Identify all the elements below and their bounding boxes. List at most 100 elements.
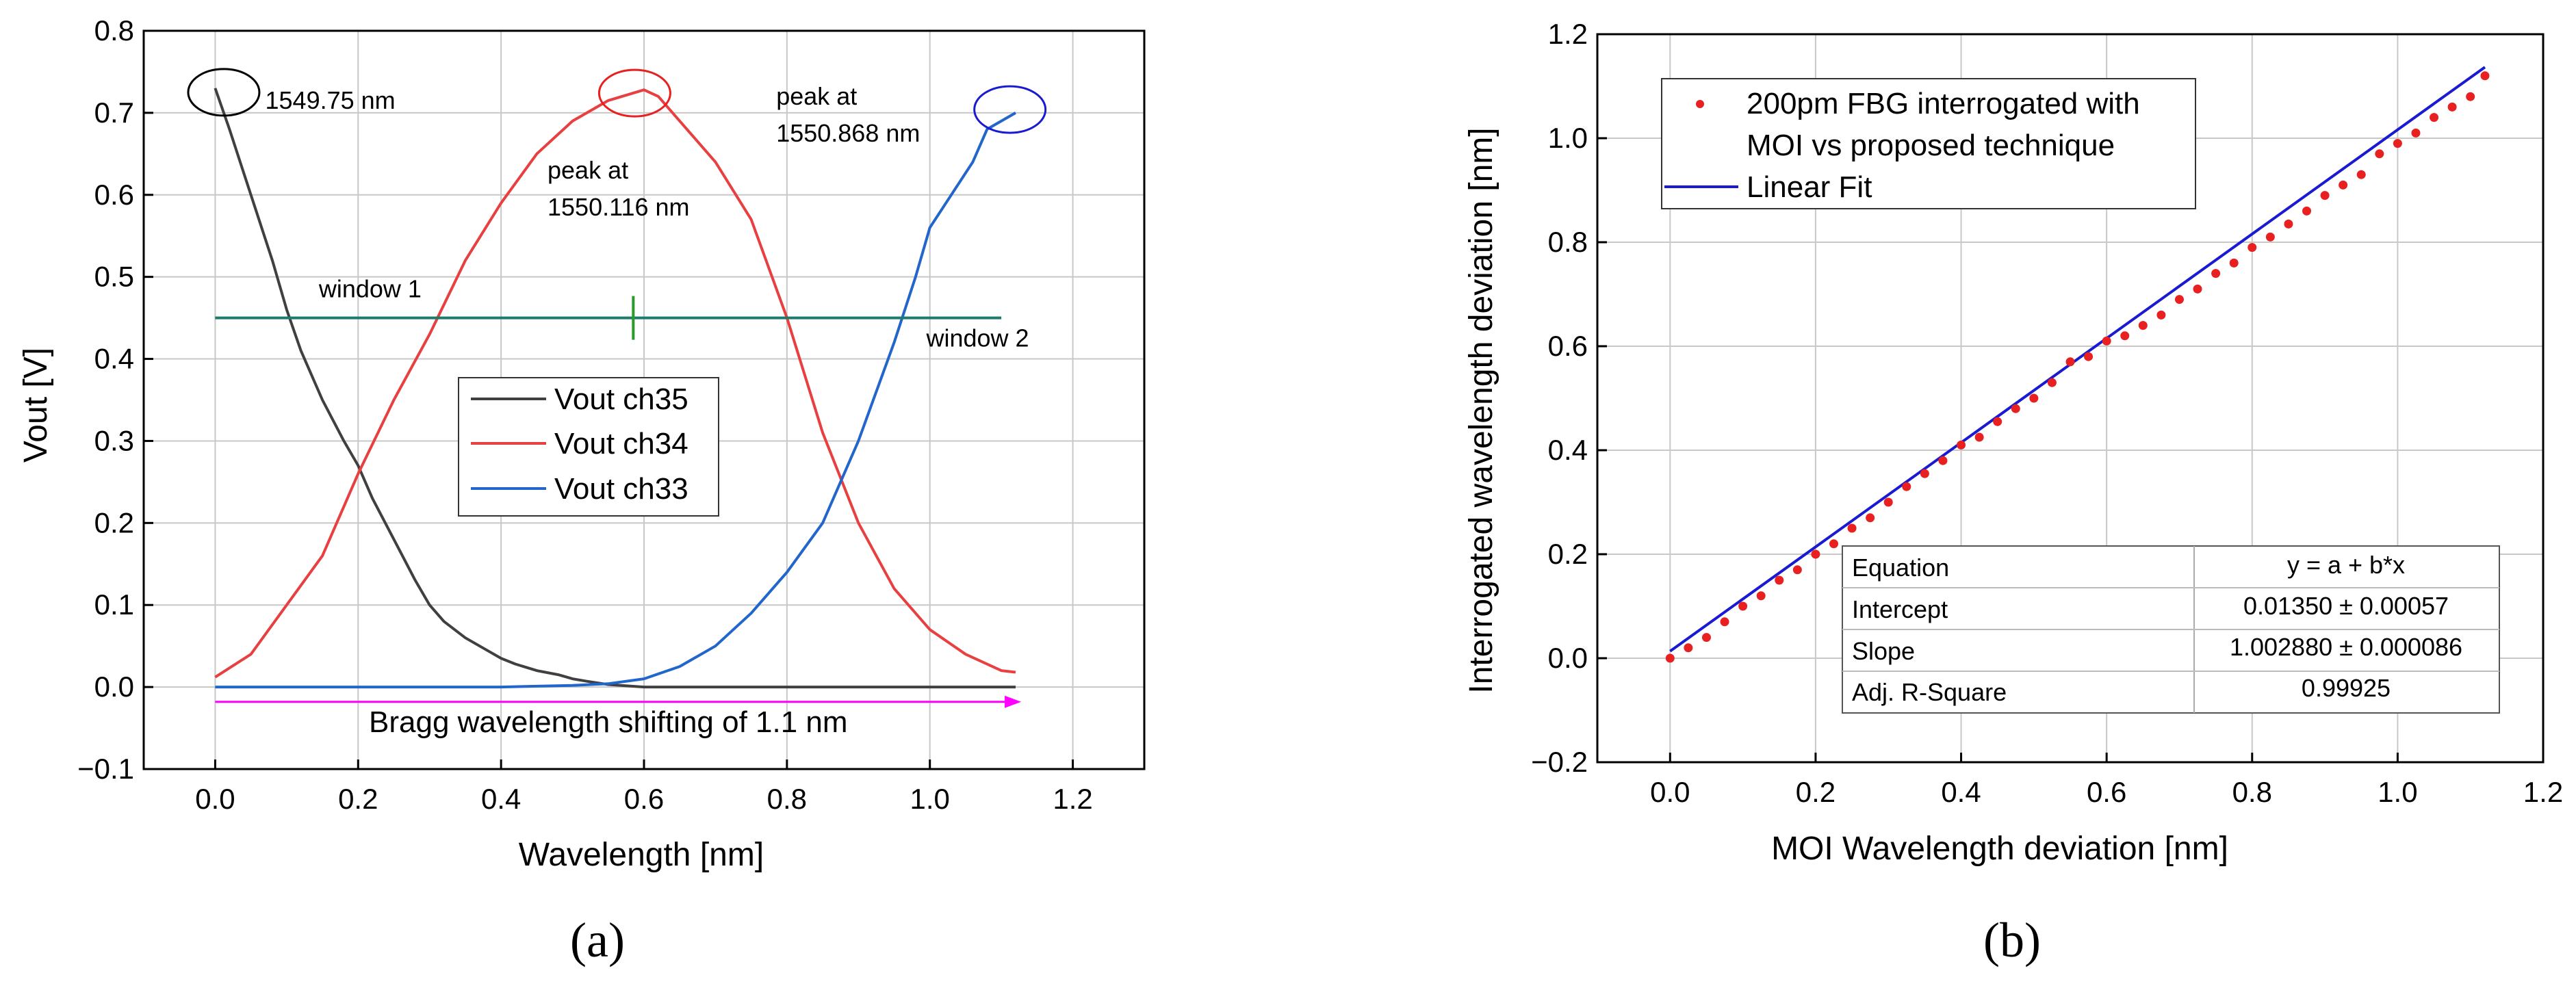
b-y-tick-label: 0.4 <box>1548 434 1588 466</box>
chart-b-ticks: 0.0 0.2 0.4 0.6 0.8 1.0 1.2 −0.2 0.0 0.2 0.4 0.6 0.8… <box>1531 18 2563 808</box>
b-x-tick-label: 0.4 <box>1941 776 1981 808</box>
scatter-point <box>2174 295 2184 304</box>
legend-b-label-fit: Linear Fit <box>1747 170 1872 204</box>
scatter-point <box>2084 352 2094 361</box>
b-y-tick-label: 1.2 <box>1548 18 1588 50</box>
b-y-tick-label: 0.2 <box>1548 538 1588 570</box>
scatter-point <box>1756 591 1766 601</box>
a-y-tick-label: 0.5 <box>94 261 134 293</box>
a-x-tick-label: 1.2 <box>1053 783 1092 815</box>
chart-a: 1549.75 nm peak at 1550.116 nm peak at 1550.… <box>18 14 1146 967</box>
bragg-shift-arrowhead <box>1005 695 1022 708</box>
annotation-text: 1550.868 nm <box>776 119 920 147</box>
line-vout-ch33 <box>215 112 1016 689</box>
scatter-point <box>2047 378 2057 387</box>
annotation-text: peak at <box>776 82 857 110</box>
b-y-tick-label: 1.0 <box>1548 122 1588 154</box>
b-x-tick-label: 0.0 <box>1650 776 1690 808</box>
b-y-tick-label: 0.0 <box>1548 642 1588 674</box>
legend-a-label-ch33: Vout ch33 <box>554 472 688 506</box>
legend-b-label-scatter-line2: MOI vs proposed technique <box>1747 129 2115 162</box>
b-x-tick-label: 1.0 <box>2378 776 2417 808</box>
scatter-point <box>1665 653 1675 663</box>
scatter-point <box>1866 513 1875 523</box>
b-y-tick-label: −0.2 <box>1531 746 1588 778</box>
chart-a-legend: Vout ch35 Vout ch34 Vout ch33 <box>458 377 719 517</box>
annotation-text: window 2 <box>925 324 1029 352</box>
highlight-circle <box>187 68 261 117</box>
b-y-tick-label: 0.6 <box>1548 330 1588 362</box>
chart-a-ticks: 0.0 0.2 0.4 0.6 0.8 1.0 1.2 −0.1 0.0 0.1 0.2 0.3 0.4… <box>77 14 1093 815</box>
scatter-point <box>2065 357 2075 367</box>
scatter-point <box>2138 321 2148 330</box>
annotation-text: peak at <box>548 156 628 184</box>
scatter-point <box>1701 633 1711 642</box>
a-x-tick-label: 1.0 <box>910 783 950 815</box>
chart-a-x-axis-title: Wavelength [nm] <box>519 837 764 873</box>
scatter-point <box>1811 549 1820 559</box>
scatter-point <box>2120 331 2130 341</box>
linear-fit-line <box>1669 66 2486 653</box>
legend-b-swatch-scatter <box>1696 100 1704 108</box>
scatter-point <box>1792 565 1802 575</box>
a-y-tick-label: 0.0 <box>94 671 134 703</box>
a-y-tick-label: −0.1 <box>77 753 134 785</box>
a-y-tick-label: 0.3 <box>94 424 134 456</box>
scatter-point <box>2102 336 2111 346</box>
scatter-point <box>2356 170 2366 179</box>
b-x-tick-label: 0.2 <box>1796 776 1836 808</box>
chart-a-panel-label: (a) <box>570 913 625 967</box>
scatter-point <box>2339 180 2348 190</box>
annotation-text: 1549.75 nm <box>266 86 396 114</box>
stats-table-header-label: Equation <box>1852 554 1949 582</box>
scatter-point <box>2430 113 2439 122</box>
scatter-point <box>2320 191 2330 200</box>
scatter-point <box>1902 482 1911 491</box>
scatter-point <box>2193 284 2202 294</box>
annotation-text: window 1 <box>318 275 422 303</box>
chart-a-series <box>214 88 1022 708</box>
scatter-point <box>1738 601 1748 611</box>
scatter-point <box>2229 258 2239 268</box>
scatter-point <box>2265 232 2275 242</box>
stats-table-row-label: Slope <box>1852 637 1915 665</box>
scatter-point <box>2375 149 2384 159</box>
a-x-tick-label: 0.8 <box>767 783 807 815</box>
stats-table-header-value: y = a + b*x <box>2287 551 2405 579</box>
chart-b-frame <box>1596 33 2545 764</box>
a-y-tick-label: 0.8 <box>94 14 134 47</box>
scatter-point <box>2247 243 2257 252</box>
legend-a-box <box>458 377 719 517</box>
chart-a-y-axis-title: Vout [V] <box>18 348 54 463</box>
a-y-tick-label: 0.2 <box>94 506 134 538</box>
b-y-tick-label: 0.8 <box>1548 226 1588 258</box>
a-x-tick-label: 0.2 <box>338 783 378 815</box>
scatter-point <box>2393 139 2402 148</box>
stats-table-row-value: 0.99925 <box>2302 674 2391 702</box>
stats-table-row-value: 1.002880 ± 0.000086 <box>2230 633 2462 661</box>
scatter-point <box>1974 432 1984 442</box>
highlight-circle <box>597 68 671 118</box>
scatter-point <box>1684 643 1693 653</box>
annotation-text: 1550.116 nm <box>548 193 690 221</box>
chart-b-legend: 200pm FBG interrogated with MOI vs propo… <box>1661 78 2196 209</box>
scatter-point <box>2411 128 2421 138</box>
scatter-point <box>1720 617 1729 627</box>
a-y-tick-label: 0.4 <box>94 343 134 375</box>
legend-a-label-ch35: Vout ch35 <box>554 382 688 416</box>
b-x-tick-label: 1.2 <box>2523 776 2563 808</box>
stats-table-row-label: Adj. R-Square <box>1852 678 2007 706</box>
chart-b: 0.0 0.2 0.4 0.6 0.8 1.0 1.2 −0.2 0.0 0.2 0.4 0.6 0.8… <box>1463 18 2563 967</box>
chart-b-panel-label: (b) <box>1983 913 2041 967</box>
line-vout-ch35 <box>214 88 1016 689</box>
scatter-point <box>2302 206 2311 216</box>
scatter-point <box>2029 393 2039 403</box>
stats-table-row-label: Intercept <box>1852 595 1948 623</box>
scatter-point <box>1993 417 2002 426</box>
chart-a-annotations: 1549.75 nm peak at 1550.116 nm peak at 1550.… <box>266 82 1029 739</box>
scatter-point <box>1883 497 1893 507</box>
scatter-point <box>2480 71 2490 81</box>
a-y-tick-label: 0.1 <box>94 588 134 621</box>
legend-a-label-ch34: Vout ch34 <box>554 427 688 460</box>
